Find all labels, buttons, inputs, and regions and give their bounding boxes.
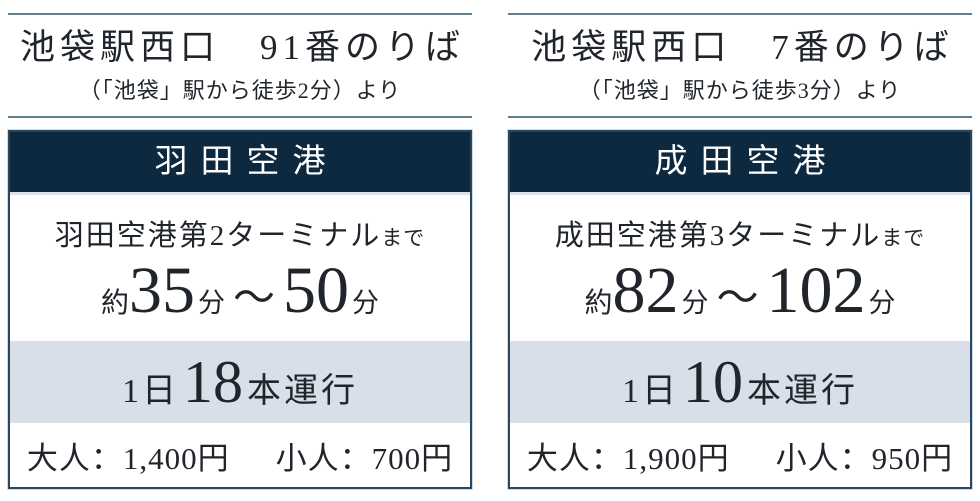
duration-min-value: 35	[129, 253, 195, 327]
destination-banner: 成田空港	[510, 132, 970, 196]
terminal-name: 羽田空港第2ターミナル	[54, 219, 382, 252]
duration-min-value: 82	[612, 253, 679, 327]
duration-separator: ～	[233, 275, 276, 322]
terminal-line: 羽田空港第2ターミナルまで	[55, 212, 426, 254]
frequency-prefix: 1日	[622, 372, 679, 410]
duration-max-value: 50	[283, 253, 350, 327]
duration-prefix: 約	[584, 287, 613, 319]
terminal-name: 成田空港第3ターミナル	[554, 219, 882, 252]
duration-unit: 分	[681, 287, 709, 318]
fare-adult: 大人：1,400円	[26, 440, 230, 476]
panel-narita: 池袋駅西口 7番のりば （「池袋」駅から徒歩3分）より 成田空港 成田空港第3タ…	[508, 13, 972, 490]
frequency-band: 1日 18 本運行	[10, 341, 470, 424]
panel-haneda: 池袋駅西口 91番のりば （「池袋」駅から徒歩2分）より 羽田空港 羽田空港第2…	[8, 13, 472, 490]
fare-adult: 大人：1,900円	[526, 440, 730, 476]
frequency-line: 1日 10 本運行	[622, 348, 858, 415]
duration-line: 約 35 分 ～ 50 分	[100, 253, 380, 327]
frequency-count: 10	[683, 348, 743, 415]
duration-unit: 分	[352, 287, 380, 318]
frequency-count: 18	[183, 348, 243, 415]
duration-unit: 分	[198, 287, 225, 318]
fare-line: 大人：1,900円 小人：950円	[510, 423, 970, 488]
stop-header: 池袋駅西口 7番のりば （「池袋」駅から徒歩3分）より	[508, 13, 972, 119]
stop-header: 池袋駅西口 91番のりば （「池袋」駅から徒歩2分）より	[8, 13, 472, 119]
frequency-band: 1日 10 本運行	[510, 341, 970, 424]
terminal-line: 成田空港第3ターミナルまで	[555, 212, 926, 254]
frequency-prefix: 1日	[122, 372, 179, 410]
terminal-suffix: まで	[881, 225, 926, 250]
fare-line: 大人：1,400円 小人：700円	[10, 423, 470, 488]
duration-max-value: 102	[766, 253, 866, 327]
stop-subtitle: （「池袋」駅から徒歩3分）より	[578, 78, 902, 104]
frequency-line: 1日 18 本運行	[122, 348, 358, 415]
destination-banner: 羽田空港	[10, 132, 470, 196]
stop-title: 池袋駅西口 7番のりば	[531, 28, 954, 67]
travel-info-section: 成田空港第3ターミナルまで 約 82 分 ～ 102 分	[510, 195, 970, 342]
frequency-suffix: 本運行	[747, 372, 858, 410]
travel-info-section: 羽田空港第2ターミナルまで 約 35 分 ～ 50 分	[10, 195, 470, 342]
airport-bus-board: 池袋駅西口 91番のりば （「池袋」駅から徒歩2分）より 羽田空港 羽田空港第2…	[8, 13, 972, 490]
fare-child: 小人：950円	[775, 440, 954, 476]
route-card: 羽田空港 羽田空港第2ターミナルまで 約 35 分 ～ 50 分 1日 18	[8, 130, 472, 490]
frequency-suffix: 本運行	[247, 372, 358, 410]
duration-prefix: 約	[100, 287, 129, 319]
duration-unit: 分	[868, 287, 896, 318]
stop-title: 池袋駅西口 91番のりば	[19, 28, 465, 67]
fare-child: 小人：700円	[275, 440, 454, 476]
terminal-suffix: まで	[381, 225, 426, 250]
route-card: 成田空港 成田空港第3ターミナルまで 約 82 分 ～ 102 分 1日 10	[508, 130, 972, 490]
duration-line: 約 82 分 ～ 102 分	[584, 253, 896, 327]
stop-subtitle: （「池袋」駅から徒歩2分）より	[78, 78, 402, 104]
duration-separator: ～	[716, 275, 759, 322]
